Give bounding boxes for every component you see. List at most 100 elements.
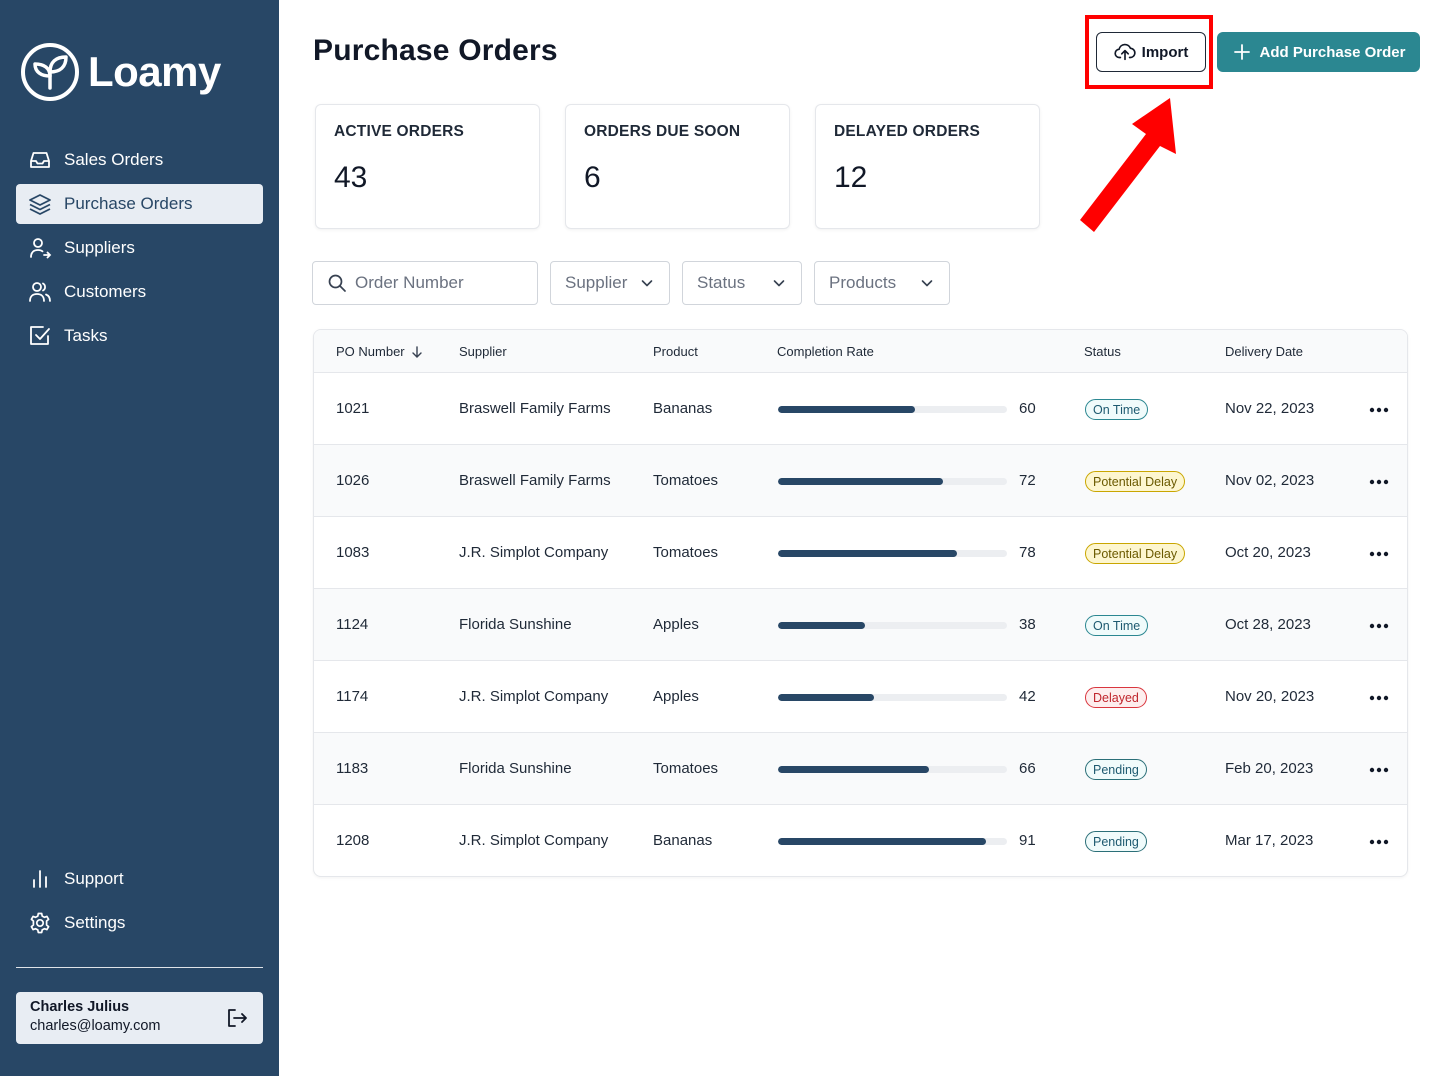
column-header-product[interactable]: Product xyxy=(653,344,698,359)
supplier-cell: Florida Sunshine xyxy=(459,760,572,777)
stat-card-orders-due-soon: ORDERS DUE SOON 6 xyxy=(565,104,790,229)
po-number-cell: 1208 xyxy=(336,832,370,849)
completion-progress-bar xyxy=(778,406,1007,413)
status-badge: Pending xyxy=(1085,759,1147,780)
add-purchase-order-button[interactable]: Add Purchase Order xyxy=(1217,32,1420,72)
completion-rate-value: 60 xyxy=(1019,400,1036,417)
import-button[interactable]: Import xyxy=(1096,32,1206,72)
completion-progress-bar xyxy=(778,550,1007,557)
stat-card-active-orders: ACTIVE ORDERS 43 xyxy=(315,104,540,229)
products-dropdown-label: Products xyxy=(829,273,897,292)
chevron-down-icon xyxy=(641,280,653,287)
stat-label: DELAYED ORDERS xyxy=(834,123,981,140)
more-options-icon[interactable] xyxy=(1368,400,1390,420)
table-row[interactable]: 1174 J.R. Simplot Company Apples 42 Delayed N… xyxy=(314,661,1407,733)
table-row[interactable]: 1208 J.R. Simplot Company Bananas 91 Pending… xyxy=(314,805,1407,876)
more-options-icon[interactable] xyxy=(1368,688,1390,708)
delivery-date-cell: Feb 20, 2023 xyxy=(1225,760,1314,777)
completion-rate-value: 91 xyxy=(1019,832,1036,849)
status-badge: Delayed xyxy=(1085,687,1147,708)
more-options-icon[interactable] xyxy=(1368,616,1390,636)
supplier-cell: J.R. Simplot Company xyxy=(459,544,609,561)
sidebar-item-sales-orders[interactable]: Sales Orders xyxy=(16,140,263,180)
completion-rate-value: 78 xyxy=(1019,544,1036,561)
search-placeholder: Order Number xyxy=(355,273,464,292)
logout-icon[interactable] xyxy=(225,1006,249,1030)
column-header-supplier[interactable]: Supplier xyxy=(459,344,507,359)
status-badge: On Time xyxy=(1085,615,1149,636)
arrow-down-icon xyxy=(411,345,422,358)
sidebar-item-label: Support xyxy=(64,869,124,888)
status-dropdown[interactable]: Status xyxy=(682,261,802,305)
more-options-icon[interactable] xyxy=(1368,472,1390,492)
logo[interactable]: Loamy xyxy=(20,42,221,102)
completion-progress-fill xyxy=(778,838,987,845)
supplier-cell: Florida Sunshine xyxy=(459,616,572,633)
layers-icon xyxy=(28,192,52,216)
column-header-completion-rate[interactable]: Completion Rate xyxy=(777,344,874,359)
po-number-cell: 1021 xyxy=(336,400,370,417)
supplier-cell: J.R. Simplot Company xyxy=(459,832,609,849)
order-number-search-input[interactable]: Order Number xyxy=(312,261,538,305)
sidebar-item-label: Settings xyxy=(64,913,126,932)
po-number-cell: 1083 xyxy=(336,544,370,561)
sidebar-item-customers[interactable]: Customers xyxy=(16,272,263,312)
completion-progress-bar xyxy=(778,838,1007,845)
product-cell: Tomatoes xyxy=(653,760,719,777)
supplier-dropdown-label: Supplier xyxy=(565,273,628,292)
table-row[interactable]: 1124 Florida Sunshine Apples 38 On Time Oct 2… xyxy=(314,589,1407,661)
sidebar-item-tasks[interactable]: Tasks xyxy=(16,316,263,356)
table-row[interactable]: 1183 Florida Sunshine Tomatoes 66 Pending Feb… xyxy=(314,733,1407,805)
delivery-date-cell: Nov 20, 2023 xyxy=(1225,688,1315,705)
products-dropdown[interactable]: Products xyxy=(814,261,950,305)
sidebar-divider xyxy=(16,967,263,968)
inbox-icon xyxy=(28,148,52,172)
page-title: Purchase Orders xyxy=(313,34,558,67)
supplier-cell: Braswell Family Farms xyxy=(459,472,611,489)
table-row[interactable]: 1021 Braswell Family Farms Bananas 60 On Tim… xyxy=(314,373,1407,445)
user-email: charles@loamy.com xyxy=(30,1018,161,1034)
bar-chart-icon xyxy=(28,867,52,891)
table-body: 1021 Braswell Family Farms Bananas 60 On Tim… xyxy=(314,373,1407,876)
more-options-icon[interactable] xyxy=(1368,544,1390,564)
delivery-date-cell: Nov 22, 2023 xyxy=(1225,400,1315,417)
gear-icon xyxy=(28,911,52,935)
sidebar-item-settings[interactable]: Settings xyxy=(16,903,263,943)
sidebar-item-purchase-orders[interactable]: Purchase Orders xyxy=(16,184,263,224)
po-number-cell: 1174 xyxy=(336,688,369,705)
sidebar-item-label: Sales Orders xyxy=(64,150,164,169)
table-header: PO Number Supplier Product Completion Ra… xyxy=(314,330,1407,373)
plus-icon xyxy=(1233,44,1250,60)
checkbox-icon xyxy=(28,324,52,348)
more-options-icon[interactable] xyxy=(1368,832,1390,852)
completion-rate-value: 38 xyxy=(1019,616,1036,633)
column-header-po-number[interactable]: PO Number xyxy=(336,344,424,359)
table-row[interactable]: 1083 J.R. Simplot Company Tomatoes 78 Potent… xyxy=(314,517,1407,589)
main-nav: Sales Orders Purchase Orders Suppliers C… xyxy=(16,140,263,360)
status-badge: Potential Delay xyxy=(1085,471,1186,492)
delivery-date-cell: Oct 28, 2023 xyxy=(1225,616,1311,633)
supplier-dropdown[interactable]: Supplier xyxy=(550,261,670,305)
table-row[interactable]: 1026 Braswell Family Farms Tomatoes 72 Poten… xyxy=(314,445,1407,517)
stat-label: ORDERS DUE SOON xyxy=(584,123,741,140)
highlight-box xyxy=(1085,15,1213,89)
completion-rate-value: 66 xyxy=(1019,760,1036,777)
secondary-nav: Support Settings xyxy=(16,859,263,947)
completion-progress-bar xyxy=(778,766,1007,773)
column-header-status[interactable]: Status xyxy=(1084,344,1121,359)
completion-rate-value: 72 xyxy=(1019,472,1036,489)
stat-value: 43 xyxy=(334,161,368,194)
completion-progress-bar xyxy=(778,694,1007,701)
completion-progress-fill xyxy=(778,766,930,773)
column-header-delivery-date[interactable]: Delivery Date xyxy=(1225,344,1304,359)
purchase-orders-table: PO Number Supplier Product Completion Ra… xyxy=(313,329,1408,877)
sidebar-item-suppliers[interactable]: Suppliers xyxy=(16,228,263,268)
stat-value: 12 xyxy=(834,161,868,194)
sidebar-item-support[interactable]: Support xyxy=(16,859,263,899)
completion-progress-fill xyxy=(778,406,916,413)
product-cell: Bananas xyxy=(653,400,713,417)
sidebar-item-label: Tasks xyxy=(64,326,108,345)
sidebar-item-label: Customers xyxy=(64,282,147,301)
completion-progress-bar xyxy=(778,622,1007,629)
more-options-icon[interactable] xyxy=(1368,760,1390,780)
